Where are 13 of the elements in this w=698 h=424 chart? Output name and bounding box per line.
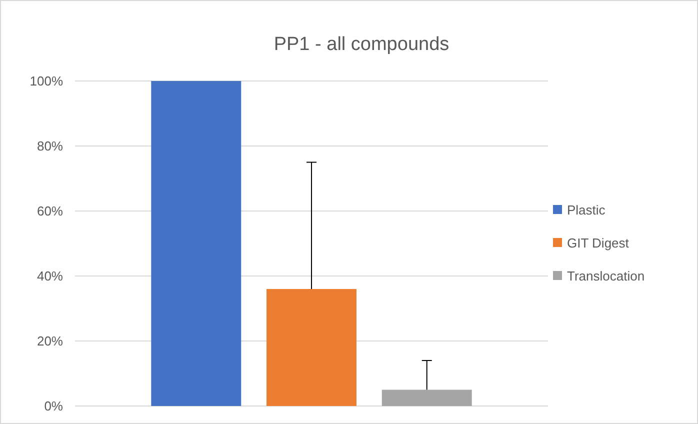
bar	[382, 390, 472, 406]
y-tick-label: 20%	[36, 334, 64, 349]
y-tick-label: 40%	[36, 268, 64, 284]
y-tick-label: 0%	[44, 398, 64, 414]
bar	[151, 81, 242, 406]
bar	[266, 289, 356, 406]
legend-label: GIT Digest	[567, 236, 630, 251]
legend-label: Translocation	[567, 268, 645, 284]
chart-title: PP1 - all compounds	[274, 34, 450, 55]
legend-label: Plastic	[567, 202, 606, 218]
y-tick-label: 60%	[36, 204, 64, 219]
y-tick-label: 80%	[36, 138, 64, 154]
y-tick-label: 100%	[30, 74, 64, 89]
